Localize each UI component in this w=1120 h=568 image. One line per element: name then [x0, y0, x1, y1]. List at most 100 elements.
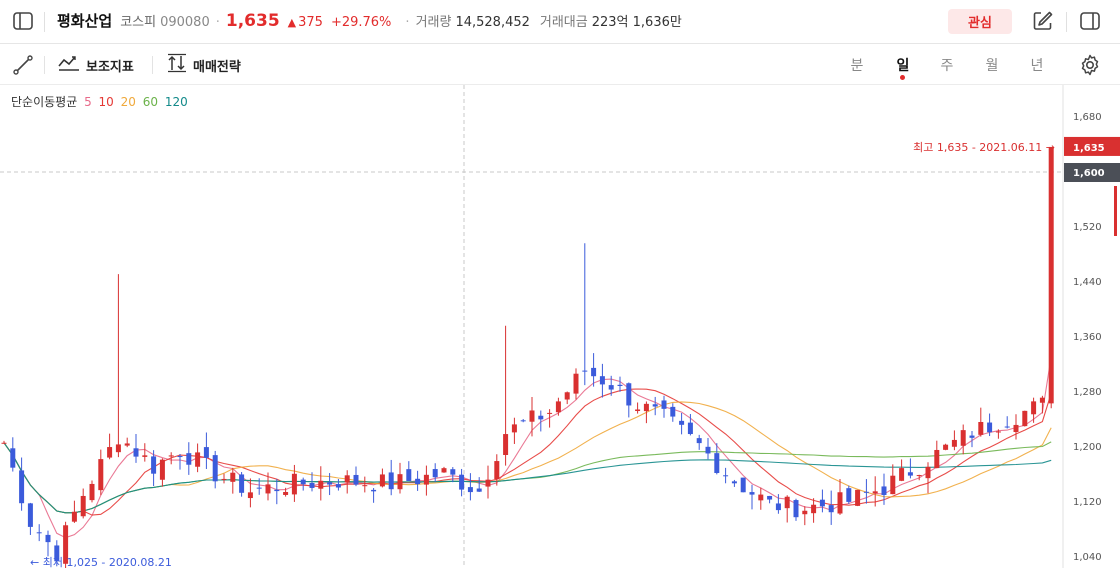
candle-body — [608, 385, 614, 390]
ma-line-120 — [3, 442, 1052, 514]
header-divider — [1066, 12, 1067, 32]
candle-body — [441, 468, 447, 473]
candle-body — [63, 525, 69, 564]
candle-body — [547, 412, 553, 414]
candle-body — [969, 435, 975, 438]
candle-body — [925, 466, 931, 479]
candle-body — [582, 370, 588, 372]
candle-body — [855, 489, 861, 506]
candle-body — [80, 495, 86, 517]
candle-body — [503, 434, 509, 455]
candle-body — [115, 444, 121, 453]
candle-body — [388, 472, 394, 490]
period-tab-day[interactable]: 일 — [896, 58, 910, 74]
candle-body — [1, 442, 7, 444]
candlestick-chart[interactable]: 1,680 1,520 1,440 1,360 1,280 1,200 1,120 1,040… — [0, 85, 1120, 568]
candle-body — [450, 469, 456, 475]
candle-body — [881, 486, 887, 495]
candle-body — [98, 459, 104, 491]
period-tab-week[interactable]: 주 — [940, 58, 954, 74]
current-price-tag — [1064, 136, 1120, 156]
toolbar-divider — [152, 56, 153, 74]
y-tick-label: 1,680 — [1073, 112, 1102, 123]
indicator-button[interactable]: 보조지표 — [58, 53, 134, 77]
candle-body — [362, 485, 368, 487]
stock-code: 090080 — [160, 15, 210, 30]
y-tick-label: 1,040 — [1073, 552, 1102, 563]
ma-legend-5: 5 — [84, 95, 92, 109]
candle-body — [819, 499, 825, 507]
header-divider — [44, 12, 45, 32]
candle-body — [10, 448, 16, 468]
ma-legend-20: 20 — [120, 95, 136, 109]
candle-body — [529, 410, 535, 422]
y-tick-label: 1,520 — [1073, 222, 1102, 233]
price-chart[interactable]: 1,680 1,520 1,440 1,360 1,280 1,200 1,120 1,040… — [0, 85, 1120, 568]
candle-body — [107, 447, 113, 458]
candle-body — [740, 477, 746, 493]
candle-body — [978, 421, 984, 435]
candle-body — [687, 422, 693, 435]
ma-legend: 단순이동평균 5 10 20 60 120 — [11, 93, 191, 110]
candle-body — [511, 424, 517, 433]
candle-body — [538, 415, 544, 420]
draw-line-icon[interactable] — [12, 54, 34, 76]
candle-body — [1004, 426, 1010, 428]
candle-body — [423, 474, 429, 485]
trade-strategy-button[interactable]: 매매전략 — [167, 53, 241, 77]
candle-body — [344, 475, 350, 483]
candle-body — [960, 430, 966, 446]
candle-body — [987, 422, 993, 433]
candle-body — [907, 472, 913, 476]
candle-body — [599, 376, 605, 385]
candle-body — [476, 488, 482, 492]
sidebar-icon[interactable] — [12, 11, 34, 31]
period-tab-month[interactable]: 월 — [985, 58, 999, 74]
candle-body — [159, 459, 165, 480]
candle-body — [784, 496, 790, 509]
candle-body — [432, 469, 438, 478]
edit-icon[interactable] — [1032, 10, 1054, 32]
candle-body — [520, 420, 526, 422]
candle-body — [1013, 424, 1019, 433]
candle-body — [36, 532, 42, 534]
candle-body — [564, 392, 570, 400]
ma-legend-60: 60 — [142, 95, 159, 109]
volume-label: 거래량 — [415, 15, 452, 30]
candle-body — [837, 492, 843, 514]
candle-body — [71, 511, 77, 522]
candle-body — [459, 474, 465, 490]
crosshair-price-tag-label: 1,600 — [1073, 168, 1105, 179]
panel-icon[interactable] — [1079, 11, 1101, 31]
candle-body — [626, 383, 632, 406]
candle-body — [142, 455, 148, 457]
high-annotation: 최고 1,635 - 2021.06.11 → — [913, 141, 1055, 154]
candle-body — [916, 475, 922, 477]
period-tab-minute[interactable]: 분 — [850, 58, 864, 74]
trade-strategy-icon — [167, 53, 187, 77]
candle-body — [494, 461, 500, 480]
favorite-button[interactable]: 관심 — [948, 9, 1012, 34]
candle-body — [802, 510, 808, 515]
candle-body — [758, 494, 764, 501]
candle-body — [318, 480, 324, 489]
candle-body — [212, 455, 218, 482]
period-tab-year[interactable]: 년 — [1030, 58, 1044, 74]
y-tick-label: 1,120 — [1073, 497, 1102, 508]
up-arrow-icon: ▲ — [287, 16, 297, 29]
candle-body — [283, 491, 289, 495]
indicator-icon — [58, 54, 80, 76]
candle-body — [89, 483, 95, 501]
stock-header: 평화산업 코스피 090080 · 1,635 ▲ 375 +29.76% · … — [0, 0, 1120, 44]
candle-body — [124, 443, 130, 446]
candle-body — [256, 487, 262, 489]
candle-body — [793, 500, 799, 518]
candle-body — [934, 449, 940, 469]
candle-body — [151, 456, 157, 474]
candle-body — [353, 474, 359, 485]
candle-body — [239, 474, 245, 493]
y-tick-label: 1,200 — [1073, 442, 1102, 453]
current-price-tag-label: 1,635 — [1073, 143, 1105, 154]
gear-icon[interactable] — [1078, 53, 1102, 77]
candle-body — [943, 444, 949, 450]
